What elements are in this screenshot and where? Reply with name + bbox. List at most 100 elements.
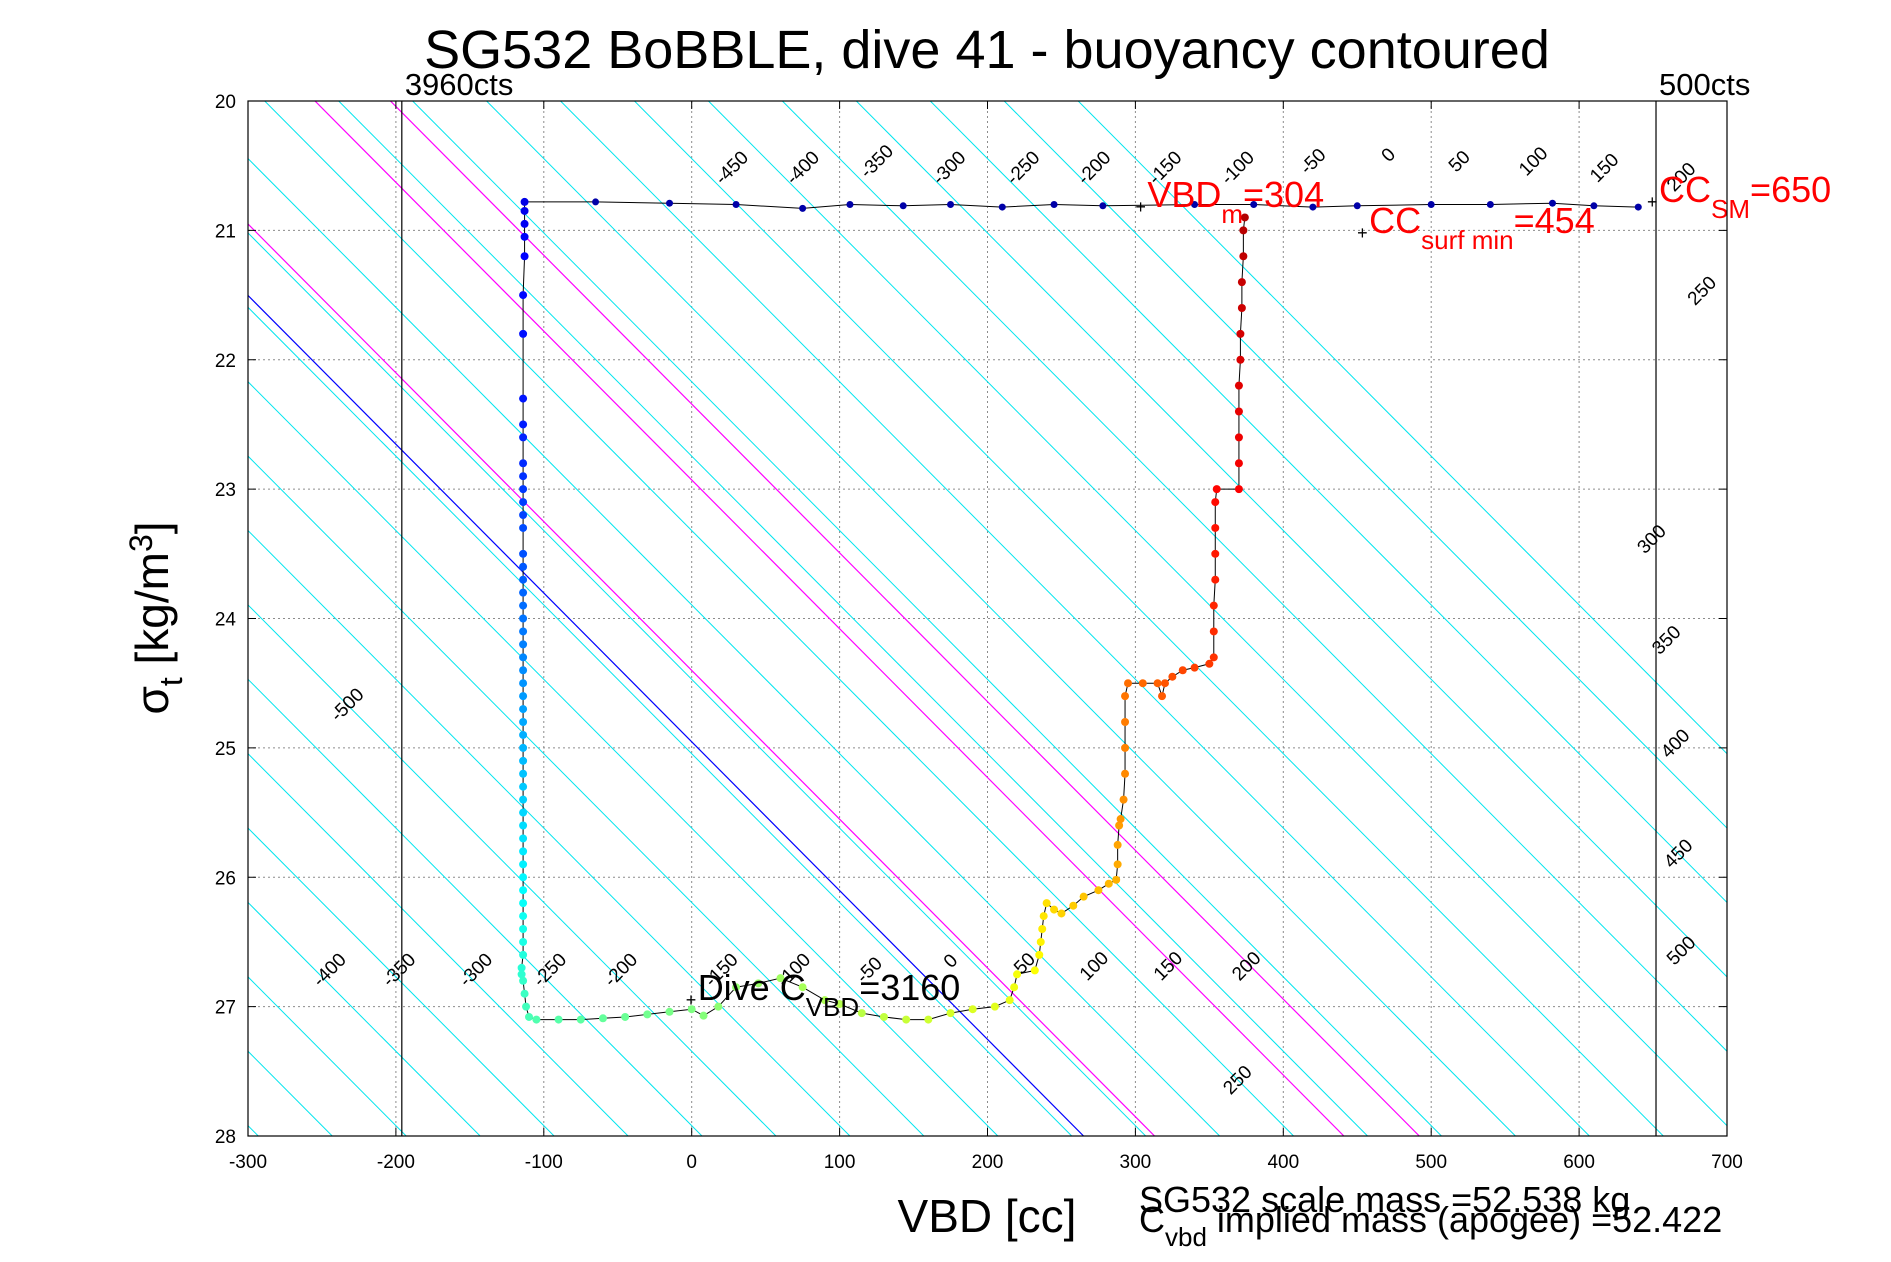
data-point xyxy=(1236,355,1245,364)
data-point xyxy=(1212,485,1221,494)
contour-line xyxy=(264,101,1294,1136)
data-point xyxy=(1236,329,1245,338)
data-point xyxy=(1234,407,1243,416)
y-tick-label: 22 xyxy=(215,351,236,372)
contour-line xyxy=(1003,101,1727,829)
surface-trace xyxy=(524,201,1639,209)
contour-line xyxy=(486,101,1516,1136)
data-point xyxy=(520,206,529,215)
data-point xyxy=(1104,879,1113,888)
y-tick-label: 27 xyxy=(215,998,236,1019)
y-tick-label: 24 xyxy=(215,610,237,631)
data-point xyxy=(1036,937,1045,946)
contour-line xyxy=(248,529,851,1136)
data-point xyxy=(1069,901,1078,910)
data-point xyxy=(1121,743,1130,752)
data-point xyxy=(1057,909,1066,918)
data-point xyxy=(519,705,528,714)
contour-line xyxy=(248,901,481,1136)
surface-point xyxy=(1191,201,1199,208)
annotation-marker: + xyxy=(686,990,697,1010)
data-point xyxy=(732,983,741,992)
data-point xyxy=(1116,815,1125,824)
x-tick-label: -300 xyxy=(229,1152,267,1173)
data-point xyxy=(519,523,528,532)
data-point xyxy=(519,588,528,597)
data-point xyxy=(519,743,528,752)
data-point xyxy=(1035,950,1044,959)
data-point xyxy=(519,575,528,584)
data-point xyxy=(879,1012,888,1021)
data-point xyxy=(776,974,785,983)
data-point xyxy=(665,1007,674,1016)
surface-point xyxy=(998,203,1006,211)
data-point xyxy=(1160,679,1169,688)
y-axis-label-unit: [kg/m xyxy=(126,552,178,677)
data-point xyxy=(1211,498,1220,507)
x-axis-ticks: -300 -200 -100 0 100 200 300 400 500 600 700 xyxy=(229,101,1743,1173)
contour-line xyxy=(634,101,1664,1136)
data-point xyxy=(1039,912,1048,921)
data-point xyxy=(1121,769,1130,778)
data-point xyxy=(519,394,528,403)
vbd-limit-label: 3960cts xyxy=(405,67,514,102)
data-point xyxy=(1209,601,1218,610)
data-point xyxy=(1121,692,1130,701)
data-point xyxy=(517,970,526,979)
data-point xyxy=(519,420,528,429)
data-point xyxy=(1240,213,1249,222)
annotation-marker: + xyxy=(1647,192,1658,212)
data-point xyxy=(519,925,528,933)
contour-line xyxy=(0,101,110,1136)
data-point xyxy=(1178,666,1187,675)
y-tick-label: 28 xyxy=(215,1127,236,1148)
data-point xyxy=(1121,718,1130,726)
data-point xyxy=(902,1015,911,1024)
data-point xyxy=(1209,653,1218,662)
data-point xyxy=(519,756,528,765)
data-point xyxy=(519,937,528,946)
data-point xyxy=(1153,679,1162,688)
data-point xyxy=(525,1012,534,1021)
surface-point xyxy=(666,199,674,207)
contour-line xyxy=(248,678,703,1136)
vbd-limits: 3960cts 500cts xyxy=(401,67,1750,1136)
data-point xyxy=(1239,226,1248,235)
data-point xyxy=(1094,886,1103,895)
data-point xyxy=(519,769,528,778)
data-point xyxy=(519,873,528,882)
neutral-buoyancy-line xyxy=(248,294,1084,1136)
data-point xyxy=(519,549,528,558)
data-point xyxy=(946,1009,955,1018)
data-point xyxy=(798,983,807,992)
contour-line xyxy=(248,827,555,1136)
data-point xyxy=(519,834,528,843)
data-point xyxy=(519,511,528,519)
data-point xyxy=(519,329,528,338)
surface-point xyxy=(592,198,600,206)
data-point xyxy=(1237,278,1246,287)
annotation: CCsurf min=454 xyxy=(1369,200,1595,255)
surface-point xyxy=(1427,201,1435,208)
data-point xyxy=(519,860,528,869)
surface-point xyxy=(1486,201,1494,208)
data-point xyxy=(576,1015,585,1024)
data-point xyxy=(519,472,528,481)
data-point xyxy=(519,640,528,649)
y-axis-label-symbol: σ xyxy=(126,686,178,714)
data-point xyxy=(519,614,528,623)
contour-line xyxy=(248,232,1147,1136)
y-axis-label: σt [kg/m3] xyxy=(123,521,189,714)
data-point xyxy=(1030,966,1039,975)
data-point xyxy=(1113,840,1122,849)
x-tick-label: 700 xyxy=(1711,1152,1743,1173)
annotation-marker: + xyxy=(1357,223,1368,243)
surface-point xyxy=(1250,201,1258,208)
data-point xyxy=(519,627,528,636)
x-tick-label: 200 xyxy=(972,1152,1004,1173)
data-point xyxy=(1010,983,1019,992)
footer-implied-mass: Cvbd implied mass (apogee) =52.422 xyxy=(1139,1199,1722,1252)
data-point xyxy=(1234,433,1243,442)
annotations: + VBDm=304+ CCsurf min=454 + CCSM=650+ Dive C… xyxy=(686,169,1831,1022)
